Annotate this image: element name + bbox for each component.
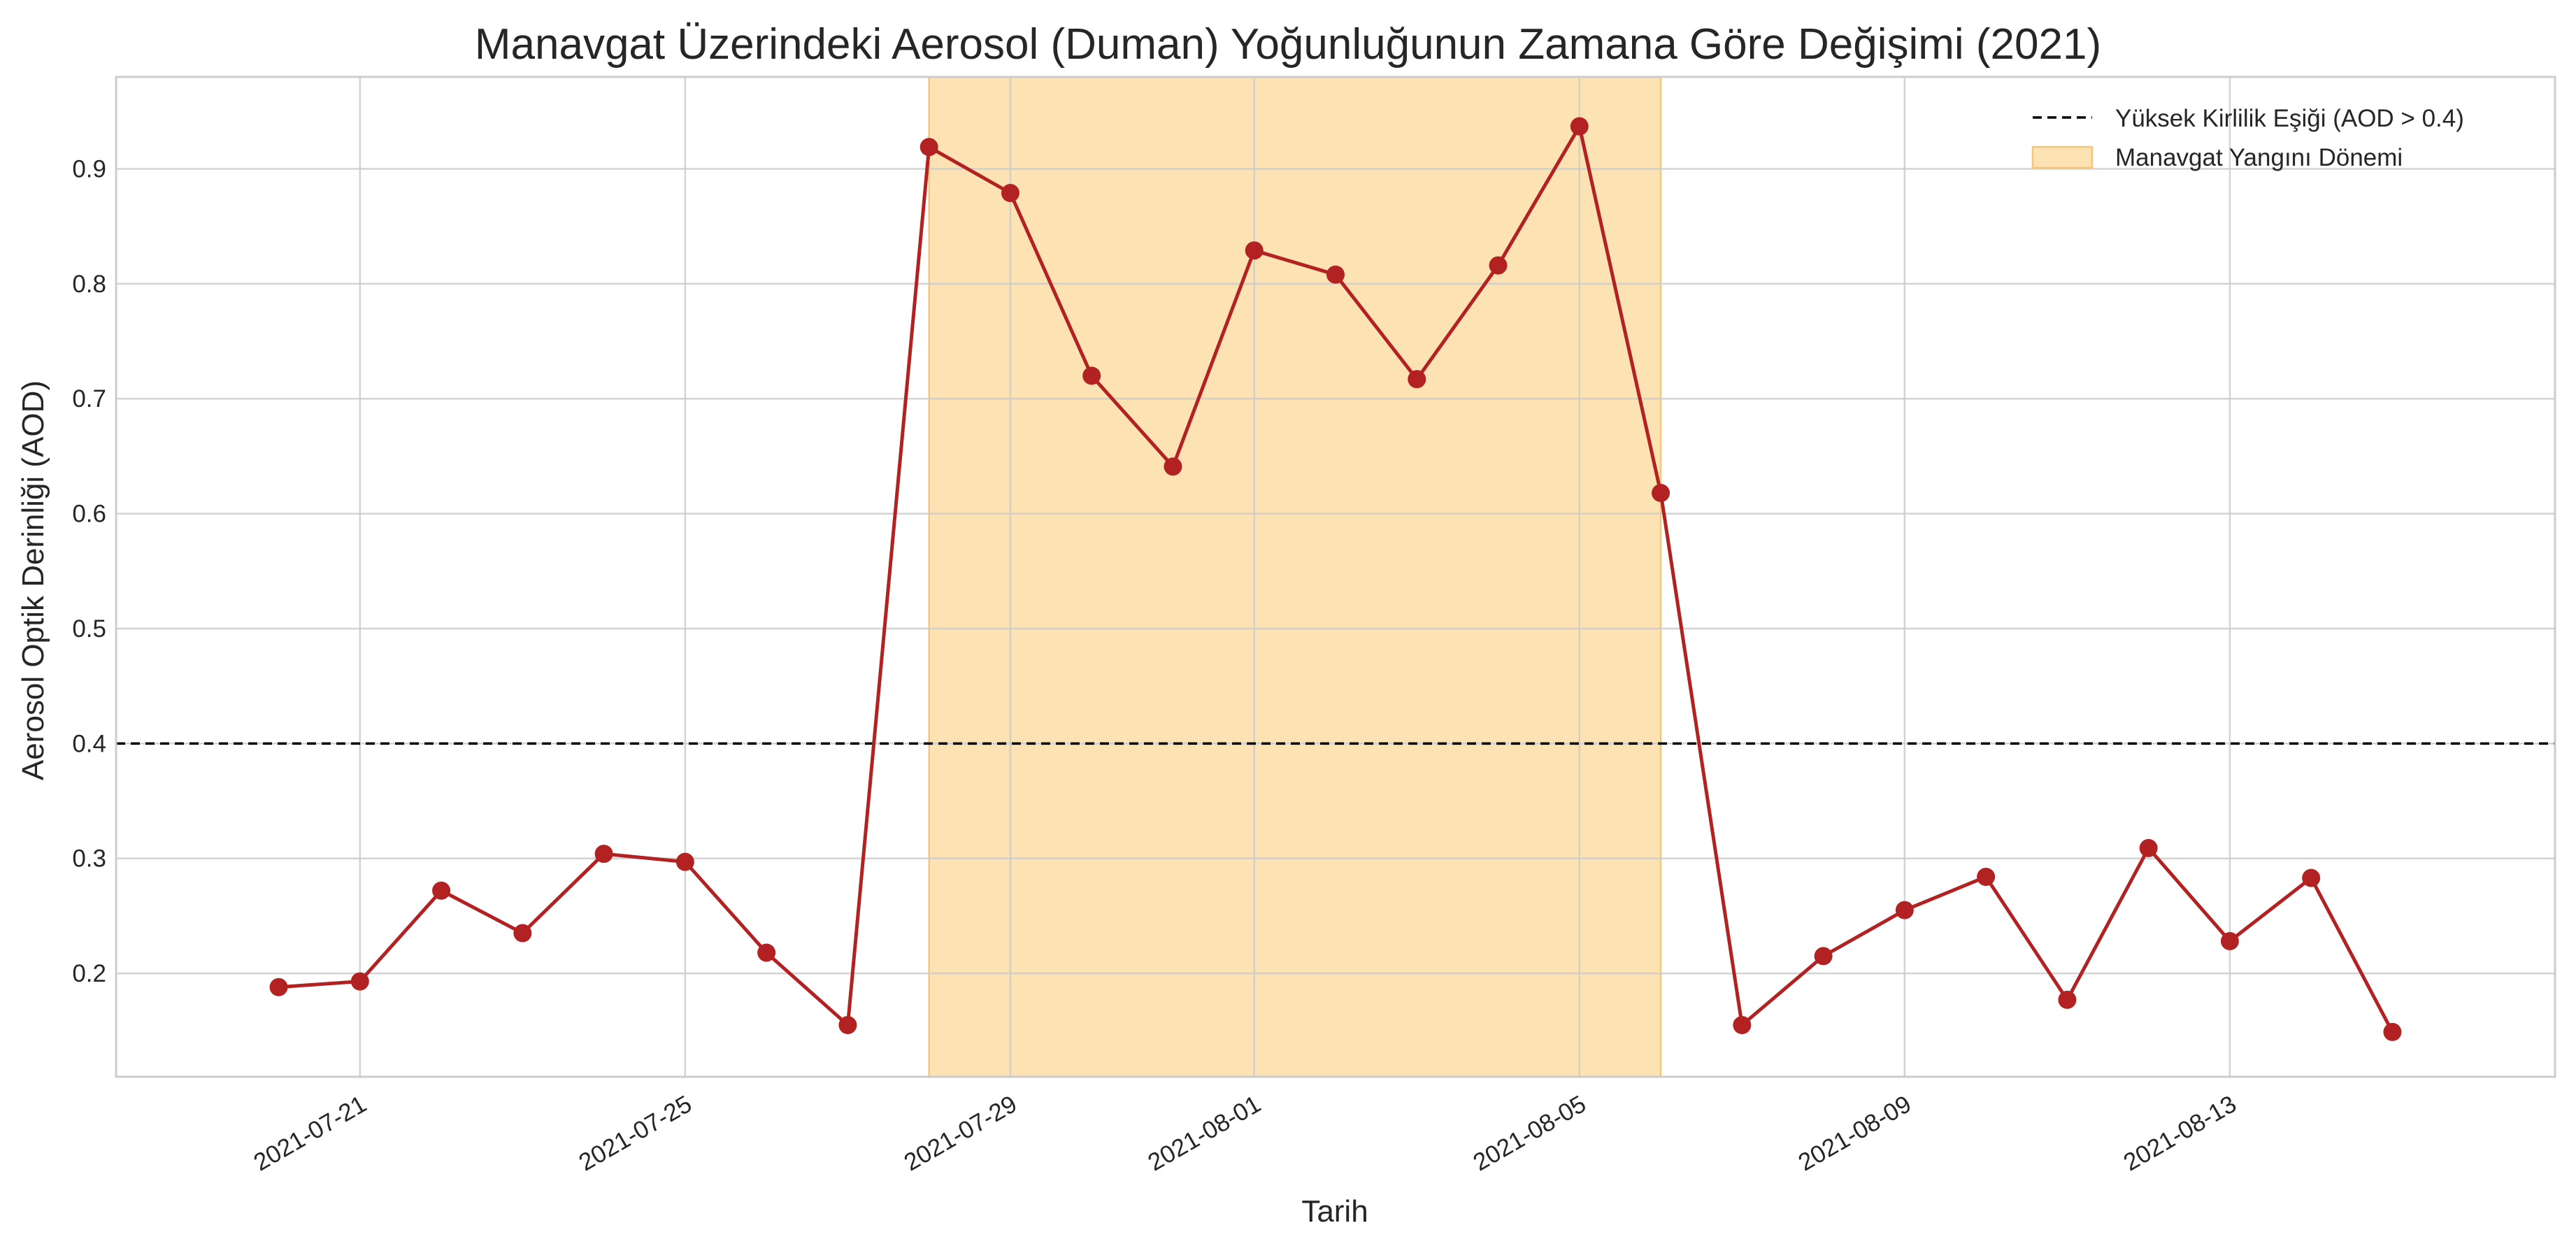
aod-data-point: [1408, 370, 1426, 389]
aod-data-point: [1570, 117, 1589, 136]
aod-data-point: [513, 924, 532, 943]
plot-frame: [115, 76, 2556, 1078]
aod-data-point: [1652, 484, 1670, 503]
fire-period-layer: [928, 76, 1662, 1078]
aod-data-point: [920, 138, 938, 157]
y-tick-label: 0.5: [72, 615, 106, 643]
legend-fire-period-swatch: [2031, 145, 2094, 169]
aod-data-point: [1489, 256, 1508, 275]
x-axis-label: Tarih: [1301, 1194, 1368, 1229]
y-tick-label: 0.3: [72, 845, 106, 873]
aod-data-point: [594, 845, 613, 864]
aod-data-point: [2302, 868, 2321, 887]
y-tick-label: 0.8: [72, 271, 106, 298]
aod-data-point: [2383, 1022, 2402, 1041]
fire-period-span: [928, 76, 1662, 1078]
aod-data-point: [1895, 901, 1914, 919]
aod-data-point: [1245, 241, 1264, 260]
aod-data-point: [838, 1016, 857, 1035]
aod-data-point: [2139, 838, 2158, 857]
y-tick-label: 0.7: [72, 385, 106, 413]
y-tick-label: 0.6: [72, 501, 106, 528]
aod-data-point: [1001, 184, 1019, 203]
chart-title: Manavgat Üzerindeki Aerosol (Duman) Yoğu…: [475, 20, 2101, 69]
aod-data-point: [1082, 366, 1101, 385]
legend-fire-period-label: Manavgat Yangını Dönemi: [2115, 144, 2403, 171]
aod-data-point: [350, 972, 369, 991]
series-layer: [269, 117, 2402, 1041]
aod-data-point: [2058, 990, 2077, 1009]
y-tick-label: 0.2: [72, 960, 106, 987]
aod-data-point: [2220, 932, 2239, 951]
legend: Yüksek Kirlilik Eşiği (AOD > 0.4) Manavg…: [2031, 105, 2464, 171]
aod-data-point: [269, 978, 288, 996]
y-tick-label: 0.9: [72, 155, 106, 182]
legend-threshold-label: Yüksek Kirlilik Eşiği (AOD > 0.4): [2115, 105, 2464, 132]
aod-data-point: [757, 943, 776, 962]
aod-data-point: [675, 852, 694, 871]
y-tick-label: 0.4: [72, 730, 106, 757]
aod-data-point: [1977, 868, 1996, 886]
aod-data-point: [1326, 265, 1345, 284]
aod-data-point: [432, 881, 451, 900]
aod-data-point: [1733, 1016, 1752, 1035]
aod-data-point: [1164, 457, 1182, 476]
aod-data-point: [1814, 947, 1833, 966]
y-axis-label: Aerosol Optik Derinliği (AOD): [16, 380, 50, 780]
